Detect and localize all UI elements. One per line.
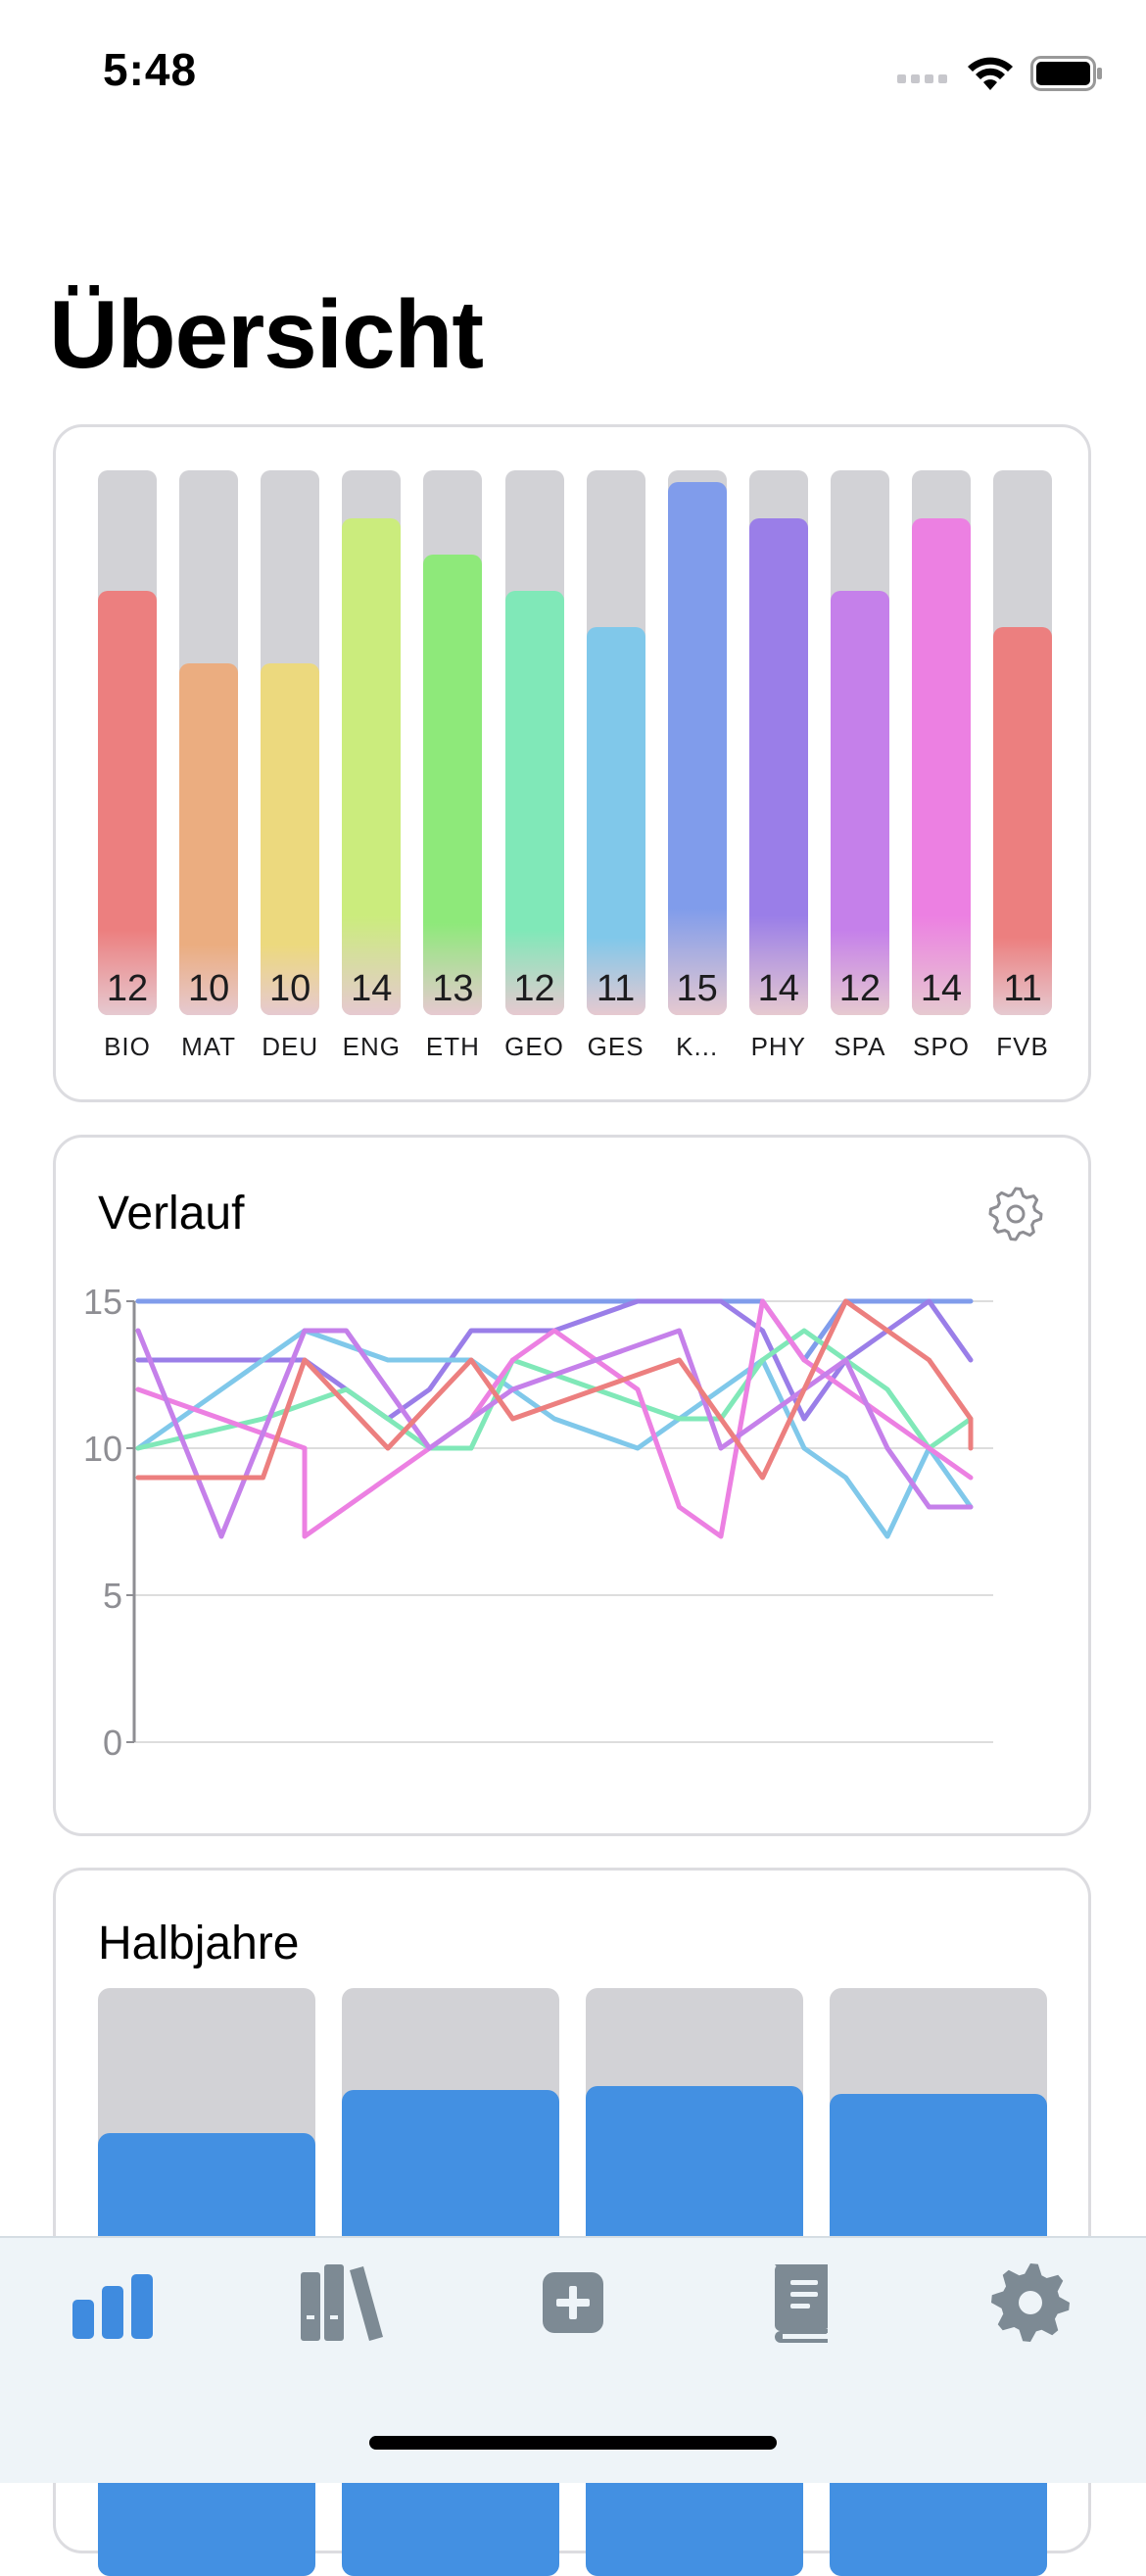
tab-add[interactable] [509, 2249, 637, 2357]
subject-bar-value: 14 [351, 968, 393, 1009]
subject-bar-fill [98, 591, 157, 1015]
subject-bar-track [586, 470, 645, 1015]
subject-bar-label: ENG [342, 1032, 401, 1061]
y-tick-label: 10 [83, 1429, 122, 1469]
subject-bar-value: 13 [432, 968, 474, 1009]
y-tick-label: 5 [103, 1576, 122, 1616]
subject-bar-label: FVB [996, 1032, 1049, 1061]
bar-chart-icon [72, 2274, 153, 2339]
subject-bar-label: ETH [425, 1032, 480, 1061]
status-time: 5:48 [103, 44, 198, 95]
status-icons [897, 49, 1103, 98]
subject-bar-label: BIO [104, 1032, 151, 1061]
subject-bar-label: SPO [913, 1032, 970, 1061]
subject-bar-value: 14 [757, 968, 799, 1009]
subject-bar-track [830, 470, 889, 1015]
subject-bar-track [993, 470, 1053, 1015]
wifi-icon [968, 57, 1013, 90]
subject-bar-value: 12 [838, 968, 882, 1009]
subject-bar-label: GES [587, 1032, 645, 1061]
series-line [135, 1298, 974, 1539]
history-settings-button[interactable] [986, 1185, 1045, 1243]
subject-bar-value: 10 [187, 968, 230, 1009]
subject-bar-track [261, 470, 320, 1015]
series-line [135, 1328, 974, 1451]
subject-bar-track [423, 470, 483, 1015]
subject-bar-value: 12 [106, 968, 149, 1009]
subject-bar-value: 11 [1003, 968, 1042, 1009]
books-icon [301, 2264, 383, 2341]
subject-bar-label: GEO [504, 1032, 564, 1061]
subject-bar-value: 14 [920, 968, 963, 1009]
subject-bar-track [98, 470, 157, 1015]
subject-bar-track [504, 470, 564, 1015]
subject-bar-value: 12 [513, 968, 555, 1009]
subject-bar-fill [912, 518, 971, 1015]
subject-bar-label: SPA [834, 1032, 886, 1061]
cellular-signal-icon [897, 74, 947, 83]
y-tick-label: 15 [83, 1282, 122, 1322]
page-title: Übersicht [49, 280, 484, 388]
subject-bar-fill [261, 663, 320, 1015]
history-title: Verlauf [98, 1188, 245, 1239]
subject-bar-label: DEU [262, 1032, 319, 1061]
subject-bar-fill [179, 663, 239, 1015]
subject-bar-fill [748, 518, 808, 1015]
subject-bar-label: PHY [750, 1032, 807, 1061]
subject-bar-label: K... [676, 1032, 719, 1061]
tab-subjects[interactable] [279, 2249, 406, 2357]
series-line [135, 1298, 974, 1481]
subject-bar-value: 15 [676, 968, 718, 1009]
battery-icon [1030, 56, 1102, 91]
subject-bar-track [179, 470, 239, 1015]
tab-overview[interactable] [51, 2249, 178, 2357]
tab-notes[interactable] [738, 2249, 865, 2357]
subject-bar-fill [423, 555, 483, 1015]
overview-card[interactable]: 12 BIO 10 MAT 10 DEU 14 ENG 13 ETH 12 GEO 11 GES 15 K..… [53, 424, 1091, 1102]
history-card[interactable]: Verlauf 0 5 10 15 [53, 1135, 1091, 1836]
subject-bar-fill [993, 627, 1053, 1015]
history-chart: 0 5 10 15 [83, 1282, 993, 1763]
subject-bar-track [748, 470, 808, 1015]
subject-bar-value: 10 [269, 968, 311, 1009]
y-tick-label: 0 [103, 1723, 122, 1763]
subject-bar-track [912, 470, 971, 1015]
subject-bar-fill [586, 627, 645, 1015]
subject-bar-fill [504, 591, 564, 1015]
status-bar: 5:48 [0, 0, 1146, 147]
subject-bar-track [342, 470, 402, 1015]
book-icon [775, 2264, 828, 2343]
gear-icon [991, 2263, 1070, 2342]
subject-bar-fill [667, 482, 727, 1015]
subject-bar-fill [342, 518, 402, 1015]
subject-bar-label: MAT [181, 1032, 237, 1061]
subject-bar-value: 11 [596, 968, 636, 1009]
series-line [135, 1328, 974, 1539]
plus-square-icon [543, 2272, 603, 2333]
gear-icon [988, 1187, 1043, 1241]
subject-bar-fill [830, 591, 889, 1015]
halfyears-title: Halbjahre [98, 1918, 300, 1969]
home-indicator [369, 2436, 777, 2450]
tab-settings[interactable] [967, 2249, 1094, 2357]
subject-bar-track [667, 470, 727, 1015]
